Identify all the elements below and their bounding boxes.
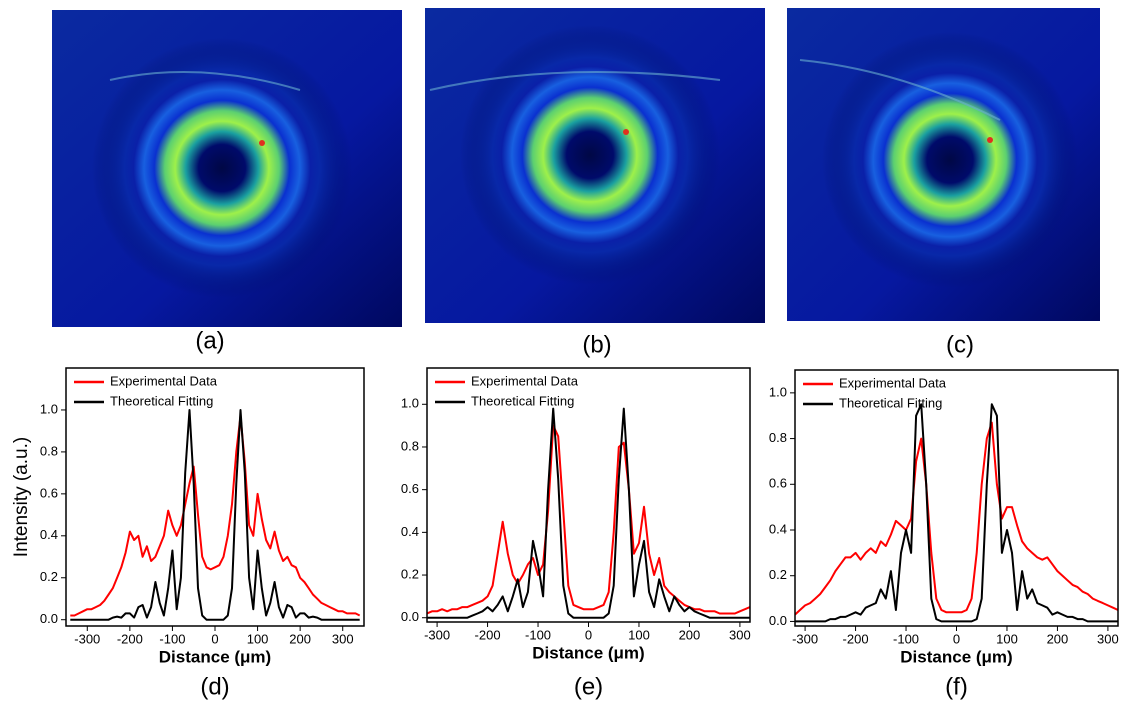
- x-tick-label: -100: [159, 631, 185, 646]
- y-tick-label: 0.6: [401, 481, 419, 496]
- x-tick-label: 100: [247, 631, 269, 646]
- x-axis-label: Distance (μm): [900, 647, 1012, 666]
- chart-caption: (e): [574, 673, 603, 700]
- x-tick-label: -200: [843, 631, 869, 646]
- legend-label: Experimental Data: [839, 375, 947, 390]
- y-tick-label: 0.2: [401, 566, 419, 581]
- y-tick-label: 0.0: [401, 609, 419, 624]
- panel-label: (a): [195, 327, 224, 354]
- x-tick-label: 0: [953, 631, 960, 646]
- x-axis-label: Distance (μm): [532, 643, 644, 662]
- x-tick-label: 100: [628, 627, 650, 642]
- y-axis-label: Intensity (a.u.): [11, 437, 32, 557]
- series-line: [70, 409, 360, 621]
- plot-area: [70, 409, 361, 621]
- legend-label: Theoretical Fitting: [471, 393, 574, 408]
- legend-label: Theoretical Fitting: [110, 393, 213, 408]
- image-c: [787, 8, 1100, 321]
- x-axis-label: Distance (μm): [159, 647, 271, 666]
- x-tick-label: -300: [424, 627, 450, 642]
- x-tick-label: 300: [1097, 631, 1119, 646]
- series-line: [795, 421, 1118, 616]
- chart-caption: (f): [945, 673, 968, 700]
- x-tick-label: 200: [289, 631, 311, 646]
- y-tick-label: 0.8: [401, 438, 419, 453]
- image-a: [52, 10, 402, 327]
- x-tick-label: 300: [332, 631, 354, 646]
- x-tick-label: 100: [996, 631, 1018, 646]
- plot-area: [795, 403, 1118, 623]
- y-tick-label: 1.0: [769, 384, 787, 399]
- y-tick-label: 0.4: [401, 524, 419, 539]
- y-tick-label: 0.6: [40, 485, 58, 500]
- image-b: [425, 8, 765, 323]
- series-line: [427, 424, 750, 615]
- x-tick-label: -300: [792, 631, 818, 646]
- y-tick-label: 0.0: [40, 611, 58, 626]
- chart: -300 -200 -100 0 100 200 300 0.0 0.2 0.4 0.6 0.8 1.0…: [11, 367, 365, 700]
- chart: -300 -200 -100 0 100 200 300 0.0 0.2 0.4 0.6 0.8 1.0…: [401, 367, 751, 700]
- series-line: [795, 403, 1118, 623]
- y-tick-label: 0.4: [769, 521, 787, 536]
- x-tick-label: 200: [1047, 631, 1069, 646]
- y-tick-label: 0.6: [769, 476, 787, 491]
- y-tick-label: 0.4: [40, 527, 58, 542]
- legend-label: Theoretical Fitting: [839, 395, 942, 410]
- panel-label: (b): [582, 331, 611, 358]
- x-tick-label: 300: [729, 627, 751, 642]
- chart-caption: (d): [200, 673, 229, 700]
- y-tick-label: 0.2: [769, 567, 787, 582]
- x-tick-label: 0: [211, 631, 218, 646]
- y-tick-label: 0.0: [769, 613, 787, 628]
- x-tick-label: 200: [679, 627, 701, 642]
- series-line: [70, 415, 361, 617]
- y-tick-label: 0.8: [769, 430, 787, 445]
- y-tick-label: 0.2: [40, 569, 58, 584]
- x-tick-label: -100: [893, 631, 919, 646]
- x-tick-label: -300: [74, 631, 100, 646]
- y-tick-label: 0.8: [40, 443, 58, 458]
- legend-label: Experimental Data: [110, 373, 218, 388]
- y-tick-label: 1.0: [401, 396, 419, 411]
- legend-label: Experimental Data: [471, 373, 579, 388]
- x-tick-label: 0: [585, 627, 592, 642]
- panel-label: (c): [946, 331, 974, 358]
- y-tick-label: 1.0: [40, 401, 58, 416]
- plot-area: [427, 407, 750, 619]
- series-line: [427, 407, 750, 619]
- chart: -300 -200 -100 0 100 200 300 0.0 0.2 0.4 0.6 0.8 1.0…: [769, 369, 1119, 700]
- x-tick-label: -200: [117, 631, 143, 646]
- x-tick-label: -100: [525, 627, 551, 642]
- x-tick-label: -200: [475, 627, 501, 642]
